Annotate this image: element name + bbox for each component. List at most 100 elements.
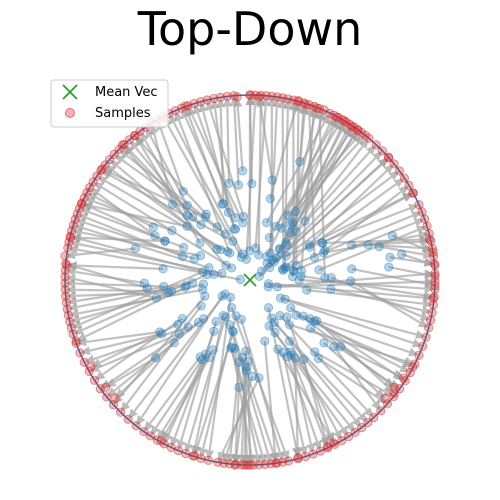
inner-point xyxy=(198,279,209,289)
inner-point xyxy=(201,212,211,222)
sample-point xyxy=(89,375,100,385)
legend-mean-icon xyxy=(62,84,78,100)
arrow-shaft xyxy=(260,151,371,272)
inner-point xyxy=(294,275,304,285)
arrow-head xyxy=(399,363,411,373)
sample-point xyxy=(421,332,431,342)
sample-point xyxy=(395,384,405,394)
arrow-shaft xyxy=(245,105,257,260)
inner-point xyxy=(282,240,292,250)
arrow-head xyxy=(398,185,410,196)
arrow-shaft xyxy=(78,288,203,315)
sample-point xyxy=(70,214,80,225)
inner-point xyxy=(236,314,246,324)
inner-point xyxy=(336,341,346,352)
inner-point xyxy=(241,346,251,356)
arrow-head xyxy=(93,181,104,192)
arrow-head xyxy=(306,443,316,454)
arrow-head xyxy=(65,285,76,295)
sample-point xyxy=(329,110,339,120)
inner-point xyxy=(306,323,316,333)
inner-point xyxy=(229,343,240,353)
sample-point xyxy=(95,384,105,394)
arrow-head xyxy=(411,211,422,220)
sample-point xyxy=(115,407,126,417)
arrow-shaft xyxy=(74,277,157,300)
arrow-shaft xyxy=(82,227,210,269)
arrow-shaft xyxy=(172,121,244,255)
inner-point xyxy=(217,268,227,279)
arrow-shaft xyxy=(102,317,183,376)
arrow-shaft xyxy=(221,377,261,454)
arrow-shaft xyxy=(379,245,424,256)
arrow-head xyxy=(424,277,435,287)
inner-point xyxy=(296,265,306,276)
inner-point xyxy=(208,345,218,355)
inner-point xyxy=(198,285,208,295)
arrow-shaft xyxy=(282,214,414,271)
inner-point xyxy=(167,225,177,236)
sample-point xyxy=(383,152,394,162)
arrow-shaft xyxy=(388,265,426,276)
inner-point xyxy=(224,320,235,330)
arrow-head xyxy=(100,379,112,389)
arrow-head xyxy=(113,394,124,405)
sample-point xyxy=(213,457,223,467)
inner-point xyxy=(200,291,210,301)
sample-point xyxy=(427,307,437,318)
sample-point xyxy=(159,439,169,449)
arrow-head xyxy=(134,135,145,146)
arrow-head xyxy=(89,363,101,372)
arrow-head xyxy=(423,257,435,267)
inner-point xyxy=(305,314,315,324)
arrow-head xyxy=(229,95,239,106)
arrow-head xyxy=(77,213,89,222)
inner-point xyxy=(281,238,291,248)
arrow-shaft xyxy=(125,305,203,405)
arrow-shaft xyxy=(101,186,233,269)
arrow-shaft xyxy=(288,340,339,433)
arrow-shaft xyxy=(317,357,380,400)
inner-point xyxy=(363,240,373,250)
arrow-head xyxy=(298,445,308,457)
sample-point xyxy=(299,98,309,108)
arrow-head xyxy=(315,108,325,119)
sample-point xyxy=(79,193,89,203)
inner-point xyxy=(201,209,211,219)
inner-point xyxy=(158,264,168,274)
inner-point xyxy=(241,254,252,264)
arrow-head xyxy=(114,154,125,164)
arrow-shaft xyxy=(294,357,299,449)
arrow-shaft xyxy=(266,207,411,265)
legend-box xyxy=(50,79,169,128)
sample-point xyxy=(294,96,304,107)
arrow-head xyxy=(198,101,208,113)
sample-point xyxy=(85,182,95,193)
arrow-head xyxy=(388,170,400,181)
arrow-shaft xyxy=(368,243,423,250)
arrow-head xyxy=(65,291,76,301)
mean-vec-marker xyxy=(243,273,257,287)
arrow-shaft xyxy=(231,346,253,456)
arrow-shaft xyxy=(167,124,243,258)
inner-point xyxy=(263,303,274,313)
inner-point xyxy=(265,248,275,258)
sample-point xyxy=(404,180,414,191)
arrow-head xyxy=(339,425,349,437)
inner-point xyxy=(177,314,187,324)
inner-point xyxy=(277,264,288,274)
arrow-shaft xyxy=(108,321,200,385)
inner-point xyxy=(250,243,261,253)
inner-point xyxy=(285,347,295,357)
sample-point xyxy=(75,348,85,358)
inner-point xyxy=(298,311,308,321)
inner-point xyxy=(212,244,222,254)
inner-point xyxy=(174,329,184,339)
arrow-head xyxy=(129,139,140,151)
inner-point xyxy=(311,316,322,326)
inner-point xyxy=(278,265,288,275)
inner-point xyxy=(241,366,251,376)
inner-point xyxy=(243,356,253,366)
sample-point xyxy=(77,198,87,208)
sample-point xyxy=(424,323,434,333)
